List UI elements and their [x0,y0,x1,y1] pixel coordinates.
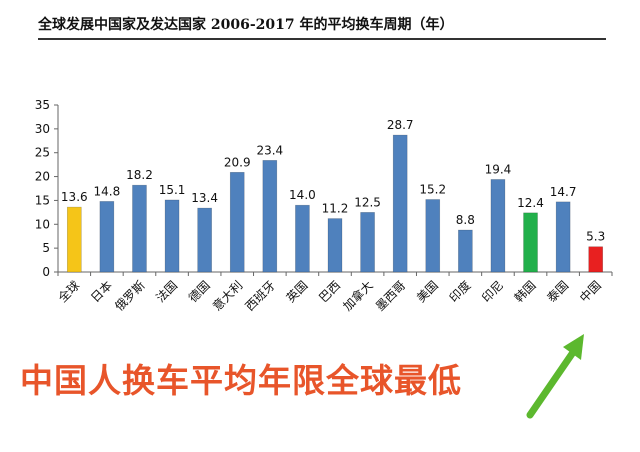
y-tick-label: 0 [42,265,50,279]
arrow-shaft [526,344,580,419]
y-tick-label: 30 [35,122,50,136]
arrow-head-icon [563,334,584,360]
bar-德国 [197,207,212,273]
bar-墨西哥 [392,134,408,273]
category-label: 中国 [576,278,604,306]
value-label: 5.3 [586,230,605,244]
category-label: 印尼 [479,278,506,305]
value-label: 12.4 [517,196,544,210]
y-tick-label: 15 [35,193,50,207]
bar-layer [66,134,604,273]
callout-text: 中国人换车平均年限全球最低 [20,361,462,400]
value-label: 28.7 [387,118,414,132]
bar-俄罗斯 [132,184,147,273]
category-label: 日本 [88,278,115,305]
value-label: 14.8 [94,184,121,198]
category-label: 法国 [153,278,180,305]
category-label: 英国 [284,278,311,305]
category-label: 韩国 [511,278,539,306]
value-label: 13.4 [191,191,218,205]
value-label: 20.9 [224,155,251,169]
value-label: 23.4 [256,143,283,157]
bar-英国 [295,204,310,273]
bar-中国 [588,246,604,273]
y-tick-label: 10 [35,217,50,231]
category-label: 德国 [185,278,213,306]
category-label: 西班牙 [243,278,278,313]
chart-title: 全球发展中国家及发达国家 2006-2017 年的平均换车周期（年） [38,17,454,33]
category-label: 印度 [446,278,474,306]
y-tick-label: 35 [35,98,50,112]
category-label: 墨西哥 [373,278,408,313]
bar-全球 [66,206,82,273]
title-divider [38,38,606,40]
bar-巴西 [327,218,343,273]
bar-加拿大 [360,212,375,273]
bar-印度 [458,229,473,273]
axis-layer: 0 5 10 15 20 25 30 35 [35,98,613,279]
category-label: 全球 [55,278,83,306]
bar-法国 [164,199,180,273]
bar-西班牙 [262,160,278,273]
value-label: 8.8 [456,213,475,227]
value-label: 18.2 [126,168,153,182]
value-label: 13.6 [61,190,88,204]
bar-意大利 [229,171,245,273]
value-label: 19.4 [485,162,512,176]
category-label: 泰国 [544,278,571,305]
category-label: 加拿大 [340,278,376,314]
value-label: 12.5 [354,195,381,209]
value-label: 15.1 [159,183,186,197]
category-label: 美国 [414,278,441,305]
category-label: 意大利 [209,278,245,314]
y-tick-label: 20 [35,170,50,184]
y-tick-label: 25 [35,146,50,160]
bar-日本 [99,201,115,273]
y-tick-label: 5 [42,241,50,255]
value-label: 14.0 [289,188,316,202]
arrow-layer [526,334,584,419]
value-label: 11.2 [322,202,349,216]
bar-美国 [425,199,441,273]
category-label: 俄罗斯 [112,278,147,313]
value-label: 14.7 [550,185,577,199]
bar-韩国 [523,212,538,273]
category-label: 巴西 [316,278,343,305]
value-label: 15.2 [419,182,446,196]
bar-泰国 [555,201,571,273]
bar-印尼 [490,179,506,273]
